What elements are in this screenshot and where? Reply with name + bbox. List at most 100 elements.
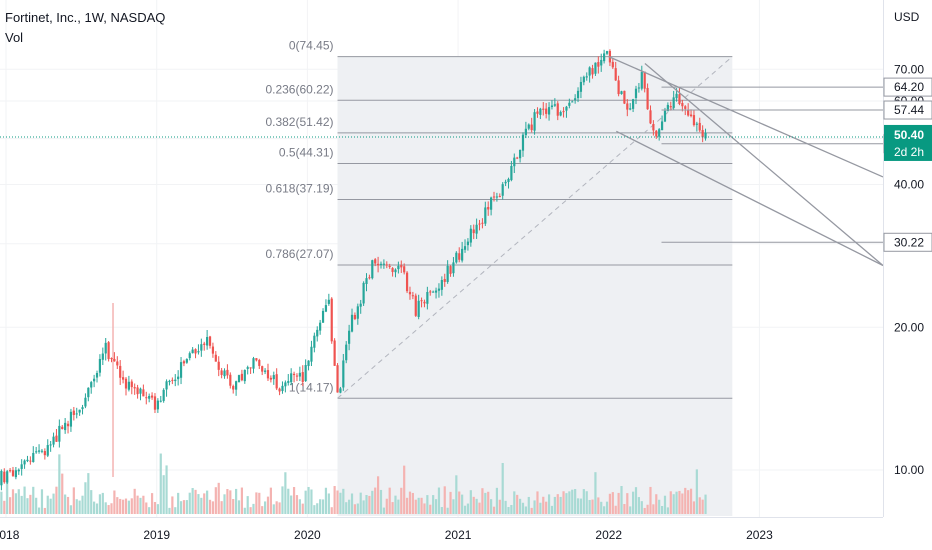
candle-up	[127, 381, 130, 390]
candle-down	[498, 196, 501, 198]
candle-up	[513, 157, 516, 167]
candle-down	[414, 295, 417, 316]
trend-line	[644, 62, 884, 266]
volume-bar	[217, 482, 220, 514]
candle-up	[663, 110, 667, 122]
volume-bar	[17, 489, 20, 514]
candle-up	[223, 370, 226, 377]
fib-layer: 0(74.45) 0.236(60.22) 0.382(51.42) 0.5(44.3…	[265, 39, 733, 516]
candle-up	[58, 425, 61, 442]
volume-bar	[385, 498, 388, 514]
candle-down	[255, 358, 258, 361]
volume-bar	[408, 491, 412, 514]
volume-bar	[458, 491, 461, 514]
candle-up	[23, 460, 26, 465]
volume-bar	[559, 496, 562, 514]
candle-down	[481, 222, 484, 224]
candle-down	[226, 369, 229, 376]
candle-down	[689, 114, 693, 117]
volume-bar	[133, 488, 136, 514]
volume-bar	[23, 486, 26, 514]
volume-bar	[391, 502, 394, 514]
price-label-box	[883, 100, 932, 120]
volume-bar	[449, 491, 452, 514]
volume-bar	[527, 496, 530, 514]
volume-bar	[374, 487, 377, 514]
candle-up	[165, 381, 168, 390]
volume-bar	[185, 500, 188, 514]
volume-bar	[327, 493, 330, 514]
candle-up	[490, 197, 493, 210]
candle-up	[672, 97, 675, 108]
symbol-legend: Fortinet, Inc., 1W, NASDAQ Vol	[5, 8, 165, 48]
candle-down	[116, 361, 119, 366]
candle-up	[35, 451, 38, 453]
candle-up	[620, 91, 623, 95]
volume-bar	[232, 499, 235, 514]
candle-up	[90, 382, 93, 388]
volume-bar	[304, 490, 307, 514]
volume-bar	[684, 487, 687, 514]
candle-up	[162, 389, 165, 401]
x-tick-label: 2018	[0, 528, 20, 542]
candle-up	[191, 349, 194, 354]
candle-down	[278, 388, 281, 392]
volume-bar	[455, 475, 458, 514]
volume-bar	[84, 482, 87, 514]
candle-up	[484, 207, 487, 224]
candle-up	[533, 112, 536, 131]
volume-bar	[579, 498, 583, 514]
candle-up	[463, 246, 467, 250]
volume-bar	[165, 465, 168, 514]
candle-down	[113, 358, 116, 362]
volume-bar	[211, 501, 215, 514]
candle-up	[426, 291, 429, 304]
candle-down	[669, 106, 672, 108]
candle-up	[316, 329, 319, 337]
symbol-title[interactable]: Fortinet, Inc., 1W, NASDAQ	[5, 10, 166, 25]
candle-down	[652, 124, 655, 131]
volume-bar	[513, 491, 516, 514]
volume-bar	[550, 505, 554, 514]
volume-bar	[487, 491, 490, 514]
volume-bar	[591, 499, 594, 514]
candle-up	[298, 372, 301, 377]
candle-up	[356, 306, 359, 319]
volume-bar	[495, 487, 499, 514]
candle-down	[217, 361, 220, 370]
candle-up	[49, 444, 52, 446]
candle-down	[220, 370, 223, 375]
candle-down	[403, 266, 406, 273]
candle-up	[394, 269, 397, 273]
candle-up	[704, 132, 707, 139]
volume-bar	[301, 503, 304, 514]
x-tick-label: 2019	[143, 528, 170, 542]
volume-bar	[110, 503, 113, 514]
candle-up	[434, 290, 438, 293]
volume-bar	[594, 472, 597, 514]
price-axis[interactable]: USD10.0020.0030.0040.0050.0060.0070.0064…	[883, 0, 932, 517]
candle-down	[646, 87, 649, 110]
volume-bar	[536, 491, 539, 514]
candle-up	[263, 370, 267, 372]
volume-bar	[104, 502, 107, 514]
volume-label[interactable]: Vol	[5, 30, 24, 45]
time-axis[interactable]: 2018 2019 2020 2021 2022 2023	[0, 517, 883, 543]
candle-down	[556, 103, 559, 116]
volume-bar	[704, 494, 707, 514]
volume-bar	[629, 506, 632, 514]
volume-bar	[658, 499, 661, 514]
candle-up	[69, 411, 73, 427]
volume-bar	[223, 494, 226, 514]
candle-up	[437, 288, 441, 291]
volume-bar	[330, 507, 333, 514]
volume-bar	[278, 502, 281, 514]
candle-up	[206, 337, 209, 346]
candle-up	[310, 346, 313, 362]
candle-down	[492, 196, 496, 198]
volume-bar	[333, 486, 336, 514]
candle-up	[371, 260, 374, 279]
volume-bar	[405, 497, 409, 514]
volume-bar	[319, 499, 322, 514]
